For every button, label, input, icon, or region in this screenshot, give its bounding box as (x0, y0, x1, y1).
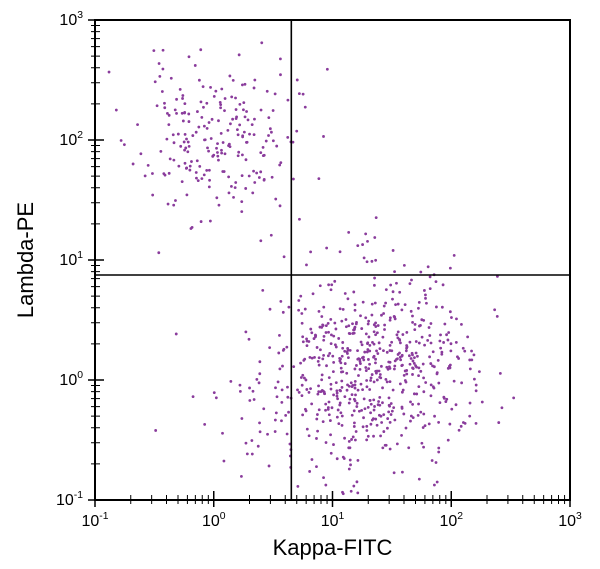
y-axis-label: Lambda-PE (13, 202, 38, 318)
chart-svg: 10-110010110210310-1100101102103Kappa-FI… (0, 0, 600, 569)
flow-cytometry-scatter: 10-110010110210310-1100101102103Kappa-FI… (0, 0, 600, 569)
x-axis-label: Kappa-FITC (273, 535, 393, 560)
